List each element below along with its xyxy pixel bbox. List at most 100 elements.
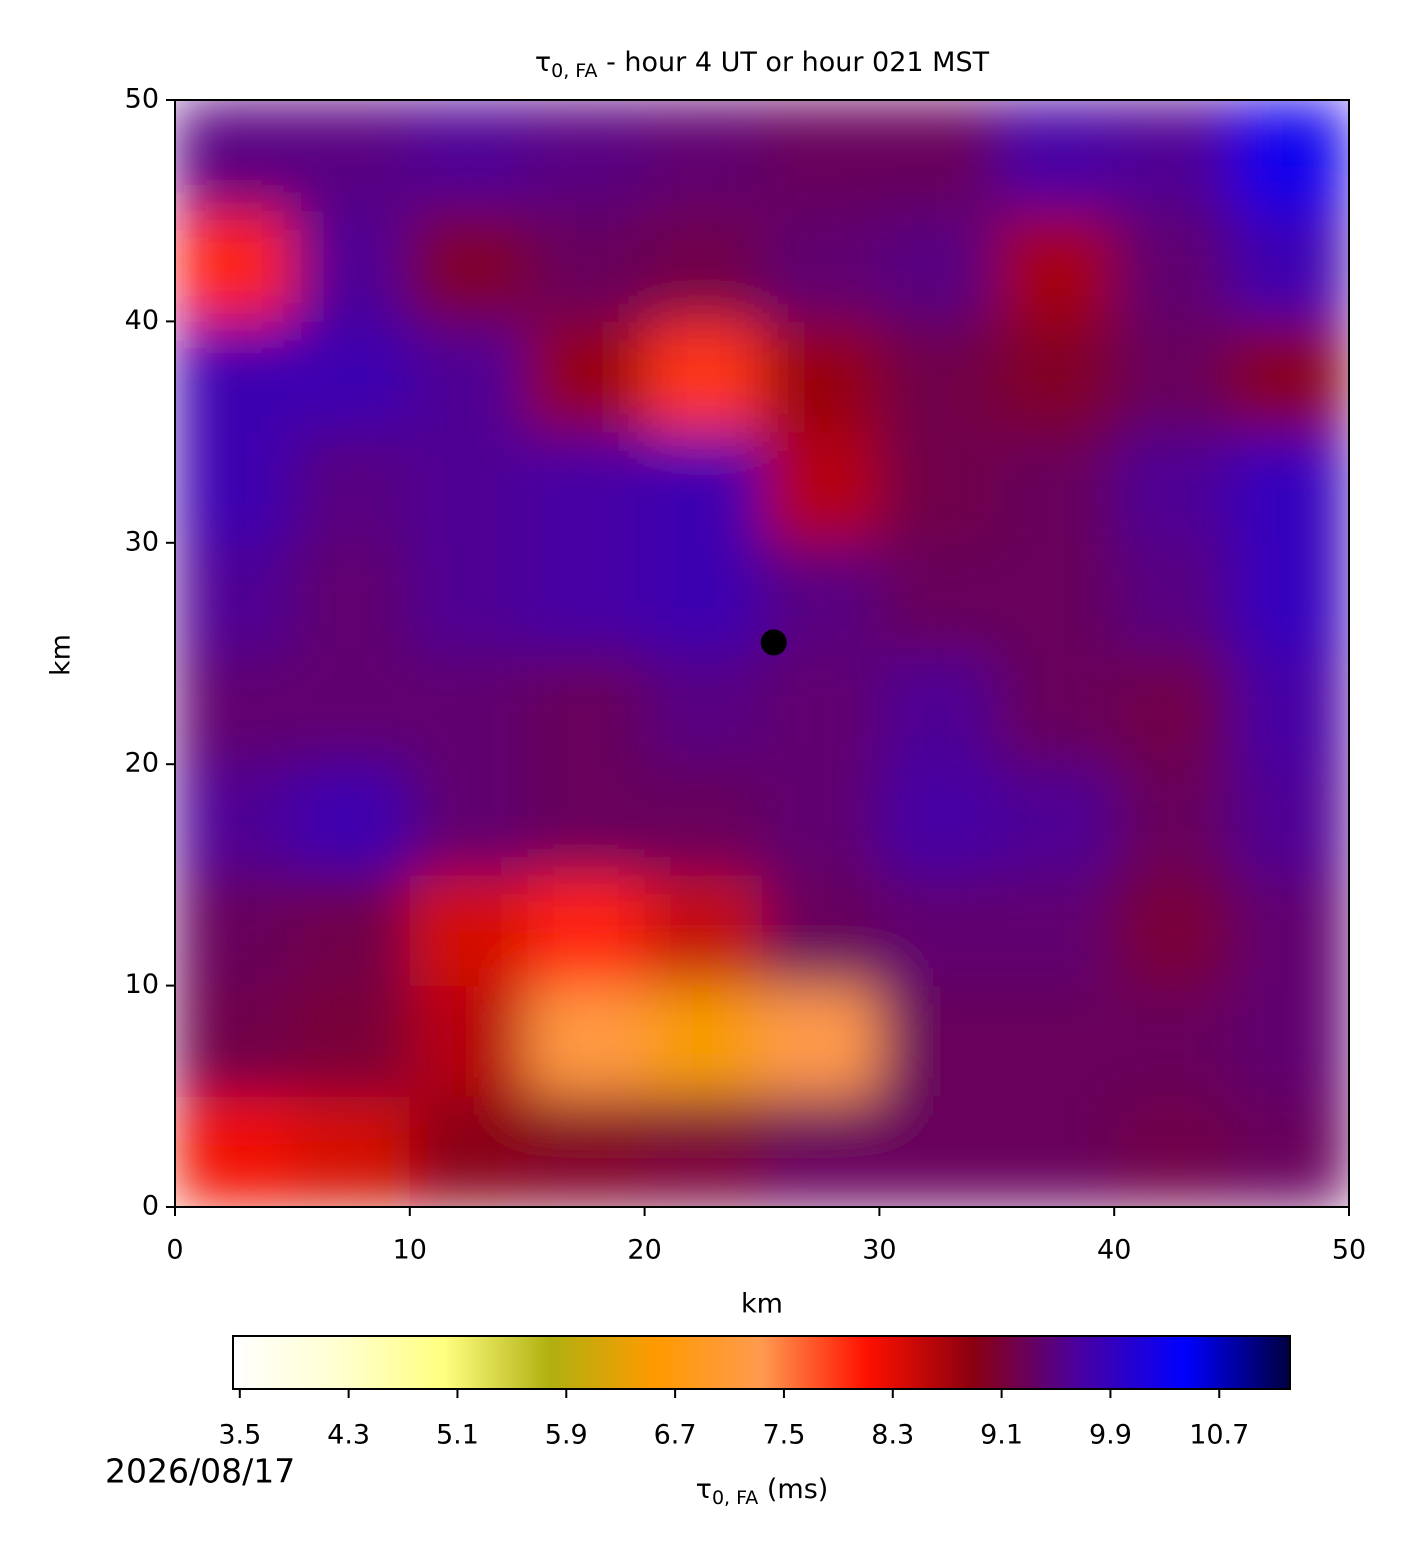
cell [409,1096,528,1207]
cell [879,985,998,1097]
x-tick-label: 20 [627,1235,661,1266]
cell [527,764,646,876]
cell [762,1096,880,1207]
cell [1231,100,1349,212]
cell [644,1096,763,1207]
cell [527,210,646,322]
heatmap [175,100,1349,1207]
marker [760,629,787,656]
cell [644,432,763,544]
cell [292,432,411,544]
cell [527,100,646,212]
colorbar-tick-label: 8.3 [871,1420,914,1451]
cell [996,210,1115,322]
cell [996,653,1115,765]
cell [644,210,763,322]
cell [175,100,293,212]
cell [1231,432,1349,544]
cell [644,542,763,654]
cell [644,764,763,876]
cell [996,432,1115,544]
cell [1114,985,1233,1097]
cell [1114,210,1233,322]
cell [175,874,293,987]
y-tick-label: 10 [125,969,159,1000]
cell [1114,874,1233,987]
y-tick-label: 20 [125,748,159,779]
x-axis-label: km [741,1289,783,1320]
colorbar-label: τ0, FA (ms) [696,1474,829,1509]
cell [1231,764,1349,876]
y-tick-label: 50 [125,84,159,115]
cell [879,764,998,876]
cell [762,764,880,876]
y-tick-label: 30 [125,526,159,557]
colorbar-tick-label: 9.1 [980,1420,1023,1451]
cell [292,210,411,322]
cell [292,321,411,433]
cell [409,321,528,433]
cell [409,985,528,1097]
cell [762,432,880,544]
cell [409,100,528,212]
cell [527,1096,646,1207]
cell [292,653,411,765]
cell [762,210,880,322]
cell [879,874,998,987]
title-symbol: τ [535,47,551,78]
cell [527,542,646,654]
cell [879,432,998,544]
cell [996,985,1115,1097]
date: 2026/08/17 [105,1452,295,1491]
y-tick-label: 40 [125,305,159,336]
cell [1114,653,1233,765]
cell [879,542,998,654]
cell [644,321,763,433]
colorbar-tick-label: 10.7 [1189,1420,1249,1451]
cells [175,100,1349,1207]
cell [409,653,528,765]
title-rest: - hour 4 UT or hour 021 MST [598,47,990,78]
cell [527,432,646,544]
x-tick-label: 0 [166,1235,183,1266]
cell [1231,321,1349,433]
cell [879,653,998,765]
cell [292,1096,411,1207]
colorbar-tick-label: 6.7 [654,1420,697,1451]
x-tick-label: 50 [1332,1235,1366,1266]
cell [879,100,998,212]
cell [996,321,1115,433]
y-axis-label: km [46,634,77,676]
cell [409,874,528,987]
cell [1114,764,1233,876]
cell [409,542,528,654]
cell [1114,1096,1233,1207]
plot-frame [174,99,1350,1208]
cell [1231,874,1349,987]
cell [1231,542,1349,654]
colorbar [232,1335,1291,1390]
cell [996,874,1115,987]
cell [175,210,293,322]
cell [175,653,293,765]
cell [175,985,293,1097]
cell [1231,210,1349,322]
cell [1231,985,1349,1097]
cell [175,432,293,544]
cell [996,542,1115,654]
cell [762,653,880,765]
x-tick-label: 10 [393,1235,427,1266]
cell [879,321,998,433]
colorbar-tick-label: 9.9 [1089,1420,1132,1451]
colorbar-tick-label: 5.9 [545,1420,588,1451]
cell [292,542,411,654]
cell [292,100,411,212]
colorbar-tick-label: 4.3 [327,1420,370,1451]
cell [527,653,646,765]
cell [762,874,880,987]
cell [996,764,1115,876]
cell [292,985,411,1097]
cell [527,874,646,987]
cell [762,100,880,212]
